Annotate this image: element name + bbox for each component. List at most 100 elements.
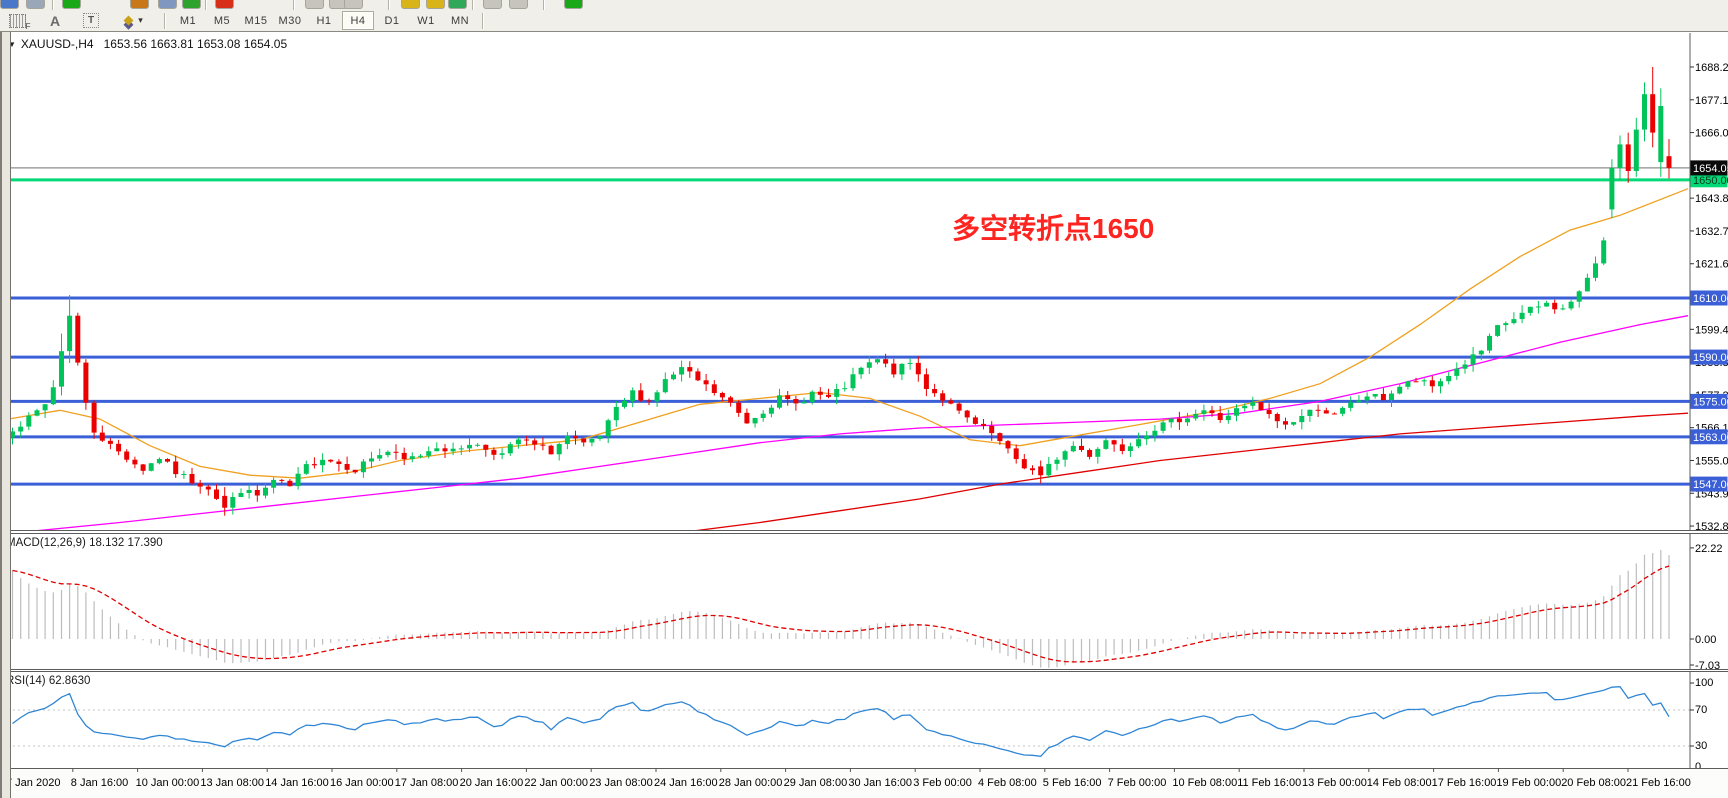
svg-text:1688.20: 1688.20 [1695,62,1728,74]
toolbar-top-row [0,0,1728,10]
toolbar-separator [472,0,474,10]
svg-text:11 Feb 16:00: 11 Feb 16:00 [1237,777,1301,789]
toolbar-icon[interactable] [509,0,528,9]
svg-text:4 Feb 08:00: 4 Feb 08:00 [978,777,1037,789]
svg-text:0.00: 0.00 [1695,634,1716,646]
chart-ohlc-values: 1653.56 1663.81 1653.08 1654.05 [104,37,288,51]
shapes-tool-button[interactable]: ▾ [114,12,154,30]
timeframe-button-m30[interactable]: M30 [274,11,306,30]
svg-text:70: 70 [1695,704,1707,716]
shapes-dropdown-caret[interactable]: ▾ [138,15,143,26]
ma-slow-red [690,413,1688,530]
svg-text:28 Jan 00:00: 28 Jan 00:00 [719,777,783,789]
svg-text:17 Feb 16:00: 17 Feb 16:00 [1432,777,1497,789]
toolbar-separator [482,13,484,29]
toolbar-separator [205,0,207,10]
svg-text:3 Feb 00:00: 3 Feb 00:00 [913,777,972,789]
svg-text:1621.60: 1621.60 [1695,259,1728,271]
crosshair-grid-tool-button[interactable]: F [4,12,30,30]
ma-fast-orange [8,189,1688,479]
svg-text:21 Feb 16:00: 21 Feb 16:00 [1626,777,1691,789]
svg-text:16 Jan 00:00: 16 Jan 00:00 [330,777,394,789]
toolbar-icon[interactable] [483,0,502,9]
macd-signal-line [13,566,1670,662]
svg-text:24 Jan 16:00: 24 Jan 16:00 [654,777,718,789]
svg-text:20 Feb 08:00: 20 Feb 08:00 [1561,777,1626,789]
svg-text:13 Feb 00:00: 13 Feb 00:00 [1302,777,1367,789]
svg-text:1532.80: 1532.80 [1695,521,1728,530]
svg-text:30 Jan 16:00: 30 Jan 16:00 [848,777,912,789]
svg-text:17 Jan 08:00: 17 Jan 08:00 [395,777,459,789]
svg-text:22 Jan 00:00: 22 Jan 00:00 [524,777,588,789]
svg-text:1643.80: 1643.80 [1695,193,1728,205]
timeframe-button-m15[interactable]: M15 [240,11,272,30]
text-box-tool-button[interactable]: T [78,12,104,30]
timeframe-button-w1[interactable]: W1 [410,11,442,30]
text-label-tool-button[interactable]: A [42,12,68,30]
macd-chart: 22.220.00-7.03 [0,534,1728,669]
svg-text:1654.05: 1654.05 [1693,163,1728,175]
svg-text:22.22: 22.22 [1695,543,1723,555]
toolbar-icon[interactable] [26,0,45,9]
toolbar-icon[interactable] [158,0,177,9]
timeframe-button-m1[interactable]: M1 [172,11,204,30]
svg-text:7 Feb 00:00: 7 Feb 00:00 [1108,777,1167,789]
rsi-line [13,687,1670,757]
toolbar-icon[interactable] [448,0,467,9]
toolbar-icon[interactable] [305,0,324,9]
svg-text:1632.70: 1632.70 [1695,226,1728,238]
svg-text:1555.00: 1555.00 [1695,456,1728,468]
window-left-border [0,32,11,798]
toolbar-separator [388,0,390,10]
toolbar-icon[interactable] [564,0,583,9]
chart-window: 1688.20 1677.10 1666.00 1643.80 1632.70 1621.… [0,31,1728,798]
timeframe-button-h4[interactable]: H4 [342,11,374,30]
toolbar-icon[interactable] [130,0,149,9]
timeframe-button-mn[interactable]: MN [444,11,476,30]
svg-text:1666.00: 1666.00 [1695,128,1728,140]
toolbar-icon[interactable] [62,0,81,9]
chart-symbol-timeframe: XAUUSD-,H4 [21,37,94,51]
chart-title: ▼ XAUUSD-,H4 1653.56 1663.81 1653.08 165… [8,37,287,51]
svg-text:20 Jan 16:00: 20 Jan 16:00 [460,777,524,789]
toolbar-icon[interactable] [0,0,19,9]
svg-text:1563.00: 1563.00 [1693,432,1728,444]
svg-text:10 Feb 08:00: 10 Feb 08:00 [1172,777,1237,789]
toolbar-separator [164,13,166,29]
timeframe-button-m5[interactable]: M5 [206,11,238,30]
svg-text:29 Jan 08:00: 29 Jan 08:00 [784,777,848,789]
toolbar-icon[interactable] [215,0,234,9]
svg-text:1590.00: 1590.00 [1693,352,1728,364]
toolbar-icon[interactable] [182,0,201,9]
timeframe-button-h1[interactable]: H1 [308,11,340,30]
svg-text:10 Jan 00:00: 10 Jan 00:00 [136,777,200,789]
svg-text:1599.40: 1599.40 [1695,324,1728,336]
text-label-icon: A [50,13,60,29]
timeframe-button-d1[interactable]: D1 [376,11,408,30]
toolbar-icon[interactable] [401,0,420,9]
svg-text:23 Jan 08:00: 23 Jan 08:00 [589,777,653,789]
svg-text:30: 30 [1695,740,1707,752]
toolbar-icon[interactable] [426,0,445,9]
svg-text:19 Feb 00:00: 19 Feb 00:00 [1496,777,1561,789]
rsi-plot [8,687,1690,757]
price-chart-pane[interactable]: 1688.20 1677.10 1666.00 1643.80 1632.70 1621.… [0,33,1728,531]
toolbar-separator [293,0,295,10]
chart-annotation-text: 多空转折点1650 [952,207,1154,247]
text-box-icon: T [83,13,99,28]
macd-label: MACD(12,26,9) 18.132 17.390 [6,537,163,549]
svg-text:1677.10: 1677.10 [1695,95,1728,107]
svg-text:14 Jan 16:00: 14 Jan 16:00 [265,777,329,789]
toolbar-tools-row: F A T ▾ M1 M5 M15 M30 H1 H4 D1 W1 MN [0,10,1728,32]
svg-text:8 Jan 16:00: 8 Jan 16:00 [71,777,129,789]
toolbar-icon[interactable] [344,0,363,9]
shapes-icon [124,16,134,26]
svg-text:7 Jan 2020: 7 Jan 2020 [6,777,60,789]
